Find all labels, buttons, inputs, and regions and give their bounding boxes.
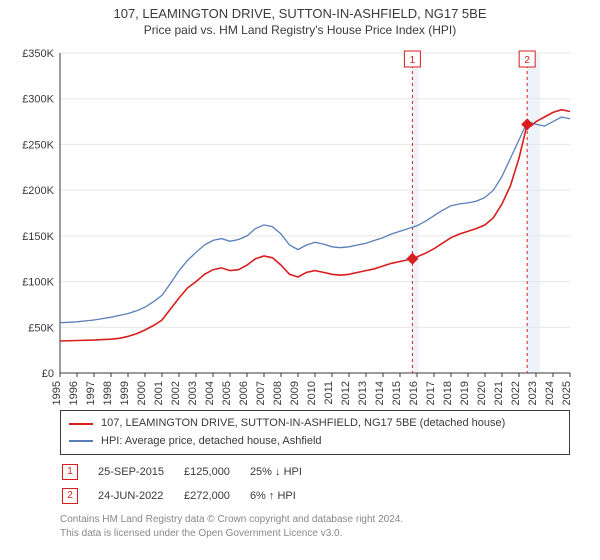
svg-text:1997: 1997: [85, 381, 97, 405]
footer-line-2: This data is licensed under the Open Gov…: [60, 527, 570, 541]
svg-text:2003: 2003: [187, 381, 199, 405]
svg-text:2009: 2009: [289, 381, 301, 405]
svg-text:£350K: £350K: [22, 48, 54, 60]
chart-area: £0 £50K £100K £150K £200K £250K £300K £350K 1995…: [0, 43, 600, 408]
legend-item: 107, LEAMINGTON DRIVE, SUTTON-IN-ASHFIEL…: [69, 415, 561, 433]
svg-text:2021: 2021: [493, 381, 505, 405]
marker-date: 24-JUN-2022: [98, 485, 182, 507]
svg-text:£100K: £100K: [22, 277, 54, 289]
svg-text:2017: 2017: [425, 381, 437, 405]
svg-text:1999: 1999: [119, 381, 131, 405]
svg-text:2: 2: [524, 55, 530, 66]
svg-text:2006: 2006: [238, 381, 250, 405]
svg-text:2010: 2010: [306, 381, 318, 405]
marker-number-box: 2: [62, 488, 78, 504]
svg-text:2011: 2011: [323, 381, 335, 405]
svg-text:2015: 2015: [391, 381, 403, 405]
svg-text:1996: 1996: [68, 381, 80, 405]
legend-label: HPI: Average price, detached house, Ashf…: [101, 433, 322, 451]
svg-text:2022: 2022: [510, 381, 522, 405]
chart-svg: £0 £50K £100K £150K £200K £250K £300K £350K 1995…: [0, 43, 600, 408]
svg-text:£250K: £250K: [22, 139, 54, 151]
legend-label: 107, LEAMINGTON DRIVE, SUTTON-IN-ASHFIEL…: [101, 415, 505, 433]
svg-text:2001: 2001: [153, 381, 165, 405]
marker-price: £125,000: [184, 461, 248, 483]
svg-text:2000: 2000: [136, 381, 148, 405]
svg-text:£50K: £50K: [28, 322, 54, 334]
legend-swatch: [69, 440, 93, 442]
svg-text:2020: 2020: [476, 381, 488, 405]
chart-title: 107, LEAMINGTON DRIVE, SUTTON-IN-ASHFIEL…: [0, 0, 600, 21]
marker-row: 2 24-JUN-2022£272,0006% ↑ HPI: [62, 485, 320, 507]
legend-swatch: [69, 423, 93, 425]
svg-text:£150K: £150K: [22, 231, 54, 243]
svg-text:2019: 2019: [459, 381, 471, 405]
svg-text:1995: 1995: [51, 381, 63, 405]
svg-text:2008: 2008: [272, 381, 284, 405]
footer-attribution: Contains HM Land Registry data © Crown c…: [60, 513, 570, 541]
svg-text:2023: 2023: [527, 381, 539, 405]
svg-text:2005: 2005: [221, 381, 233, 405]
marker-number-box: 1: [62, 464, 78, 480]
svg-text:2024: 2024: [544, 381, 556, 405]
svg-text:2007: 2007: [255, 381, 267, 405]
marker-delta: 6% ↑ HPI: [250, 485, 320, 507]
marker-row: 1 25-SEP-2015£125,00025% ↓ HPI: [62, 461, 320, 483]
marker-date: 25-SEP-2015: [98, 461, 182, 483]
footer-line-1: Contains HM Land Registry data © Crown c…: [60, 513, 570, 527]
svg-text:£200K: £200K: [22, 185, 54, 197]
svg-text:£0: £0: [42, 368, 54, 380]
svg-text:2018: 2018: [442, 381, 454, 405]
svg-text:1998: 1998: [102, 381, 114, 405]
svg-text:2002: 2002: [170, 381, 182, 405]
svg-text:2004: 2004: [204, 381, 216, 405]
legend-item: HPI: Average price, detached house, Ashf…: [69, 433, 561, 451]
marker-table: 1 25-SEP-2015£125,00025% ↓ HPI 2 24-JUN-202…: [60, 459, 322, 509]
svg-text:1: 1: [410, 55, 416, 66]
svg-text:2025: 2025: [561, 381, 573, 405]
marker-delta: 25% ↓ HPI: [250, 461, 320, 483]
svg-text:£300K: £300K: [22, 94, 54, 106]
svg-text:2014: 2014: [374, 381, 386, 405]
chart-subtitle: Price paid vs. HM Land Registry's House …: [0, 21, 600, 43]
svg-text:2016: 2016: [408, 381, 420, 405]
marker-price: £272,000: [184, 485, 248, 507]
legend: 107, LEAMINGTON DRIVE, SUTTON-IN-ASHFIEL…: [60, 410, 570, 455]
svg-text:2013: 2013: [357, 381, 369, 405]
svg-text:2012: 2012: [340, 381, 352, 405]
